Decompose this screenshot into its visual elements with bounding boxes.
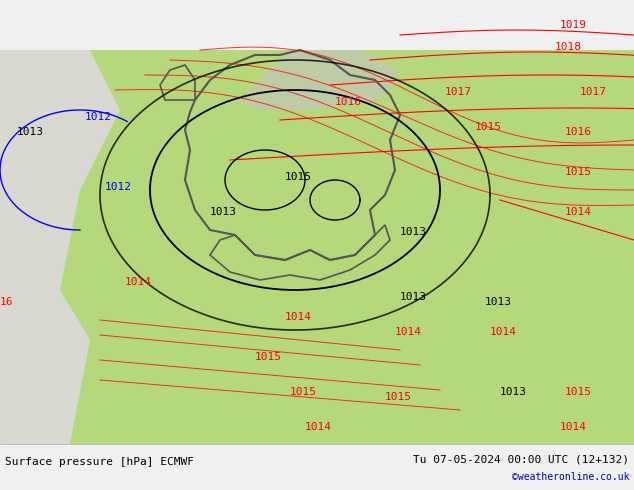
Text: 1012: 1012 <box>105 182 132 192</box>
Text: 1013: 1013 <box>400 227 427 237</box>
Text: 1013: 1013 <box>210 207 237 217</box>
Text: 1015: 1015 <box>475 122 502 132</box>
Text: 1015: 1015 <box>290 387 317 397</box>
Text: 1014: 1014 <box>125 277 152 287</box>
Text: 16: 16 <box>0 297 13 307</box>
Text: 1014: 1014 <box>395 327 422 337</box>
Text: Surface pressure [hPa] ECMWF: Surface pressure [hPa] ECMWF <box>5 457 194 467</box>
Text: Tu 07-05-2024 00:00 UTC (12+132): Tu 07-05-2024 00:00 UTC (12+132) <box>413 455 629 465</box>
Text: 1015: 1015 <box>565 387 592 397</box>
Bar <box>0 444 634 490</box>
Text: 1015: 1015 <box>285 172 312 182</box>
Text: 1013: 1013 <box>400 292 427 302</box>
Text: 1015: 1015 <box>565 167 592 177</box>
Text: 1014: 1014 <box>305 422 332 432</box>
Text: 1016: 1016 <box>565 127 592 137</box>
Text: 1015: 1015 <box>385 392 412 402</box>
Text: 1013: 1013 <box>485 297 512 307</box>
Text: ©weatheronline.co.uk: ©weatheronline.co.uk <box>512 472 629 482</box>
Text: 1014: 1014 <box>565 207 592 217</box>
Text: 1015: 1015 <box>255 352 282 362</box>
Text: 1014: 1014 <box>490 327 517 337</box>
Text: 1017: 1017 <box>580 87 607 97</box>
Polygon shape <box>240 50 400 110</box>
Text: 1017: 1017 <box>445 87 472 97</box>
Text: 1013: 1013 <box>500 387 527 397</box>
Text: 1018: 1018 <box>555 42 582 52</box>
Text: 1014: 1014 <box>560 422 587 432</box>
Text: 1016: 1016 <box>335 97 362 107</box>
Text: 1012: 1012 <box>85 112 112 122</box>
Text: 1013: 1013 <box>17 127 44 137</box>
Polygon shape <box>0 50 120 444</box>
Text: 1014: 1014 <box>285 312 312 322</box>
Bar <box>0 50 634 444</box>
Text: 1019: 1019 <box>560 20 587 30</box>
